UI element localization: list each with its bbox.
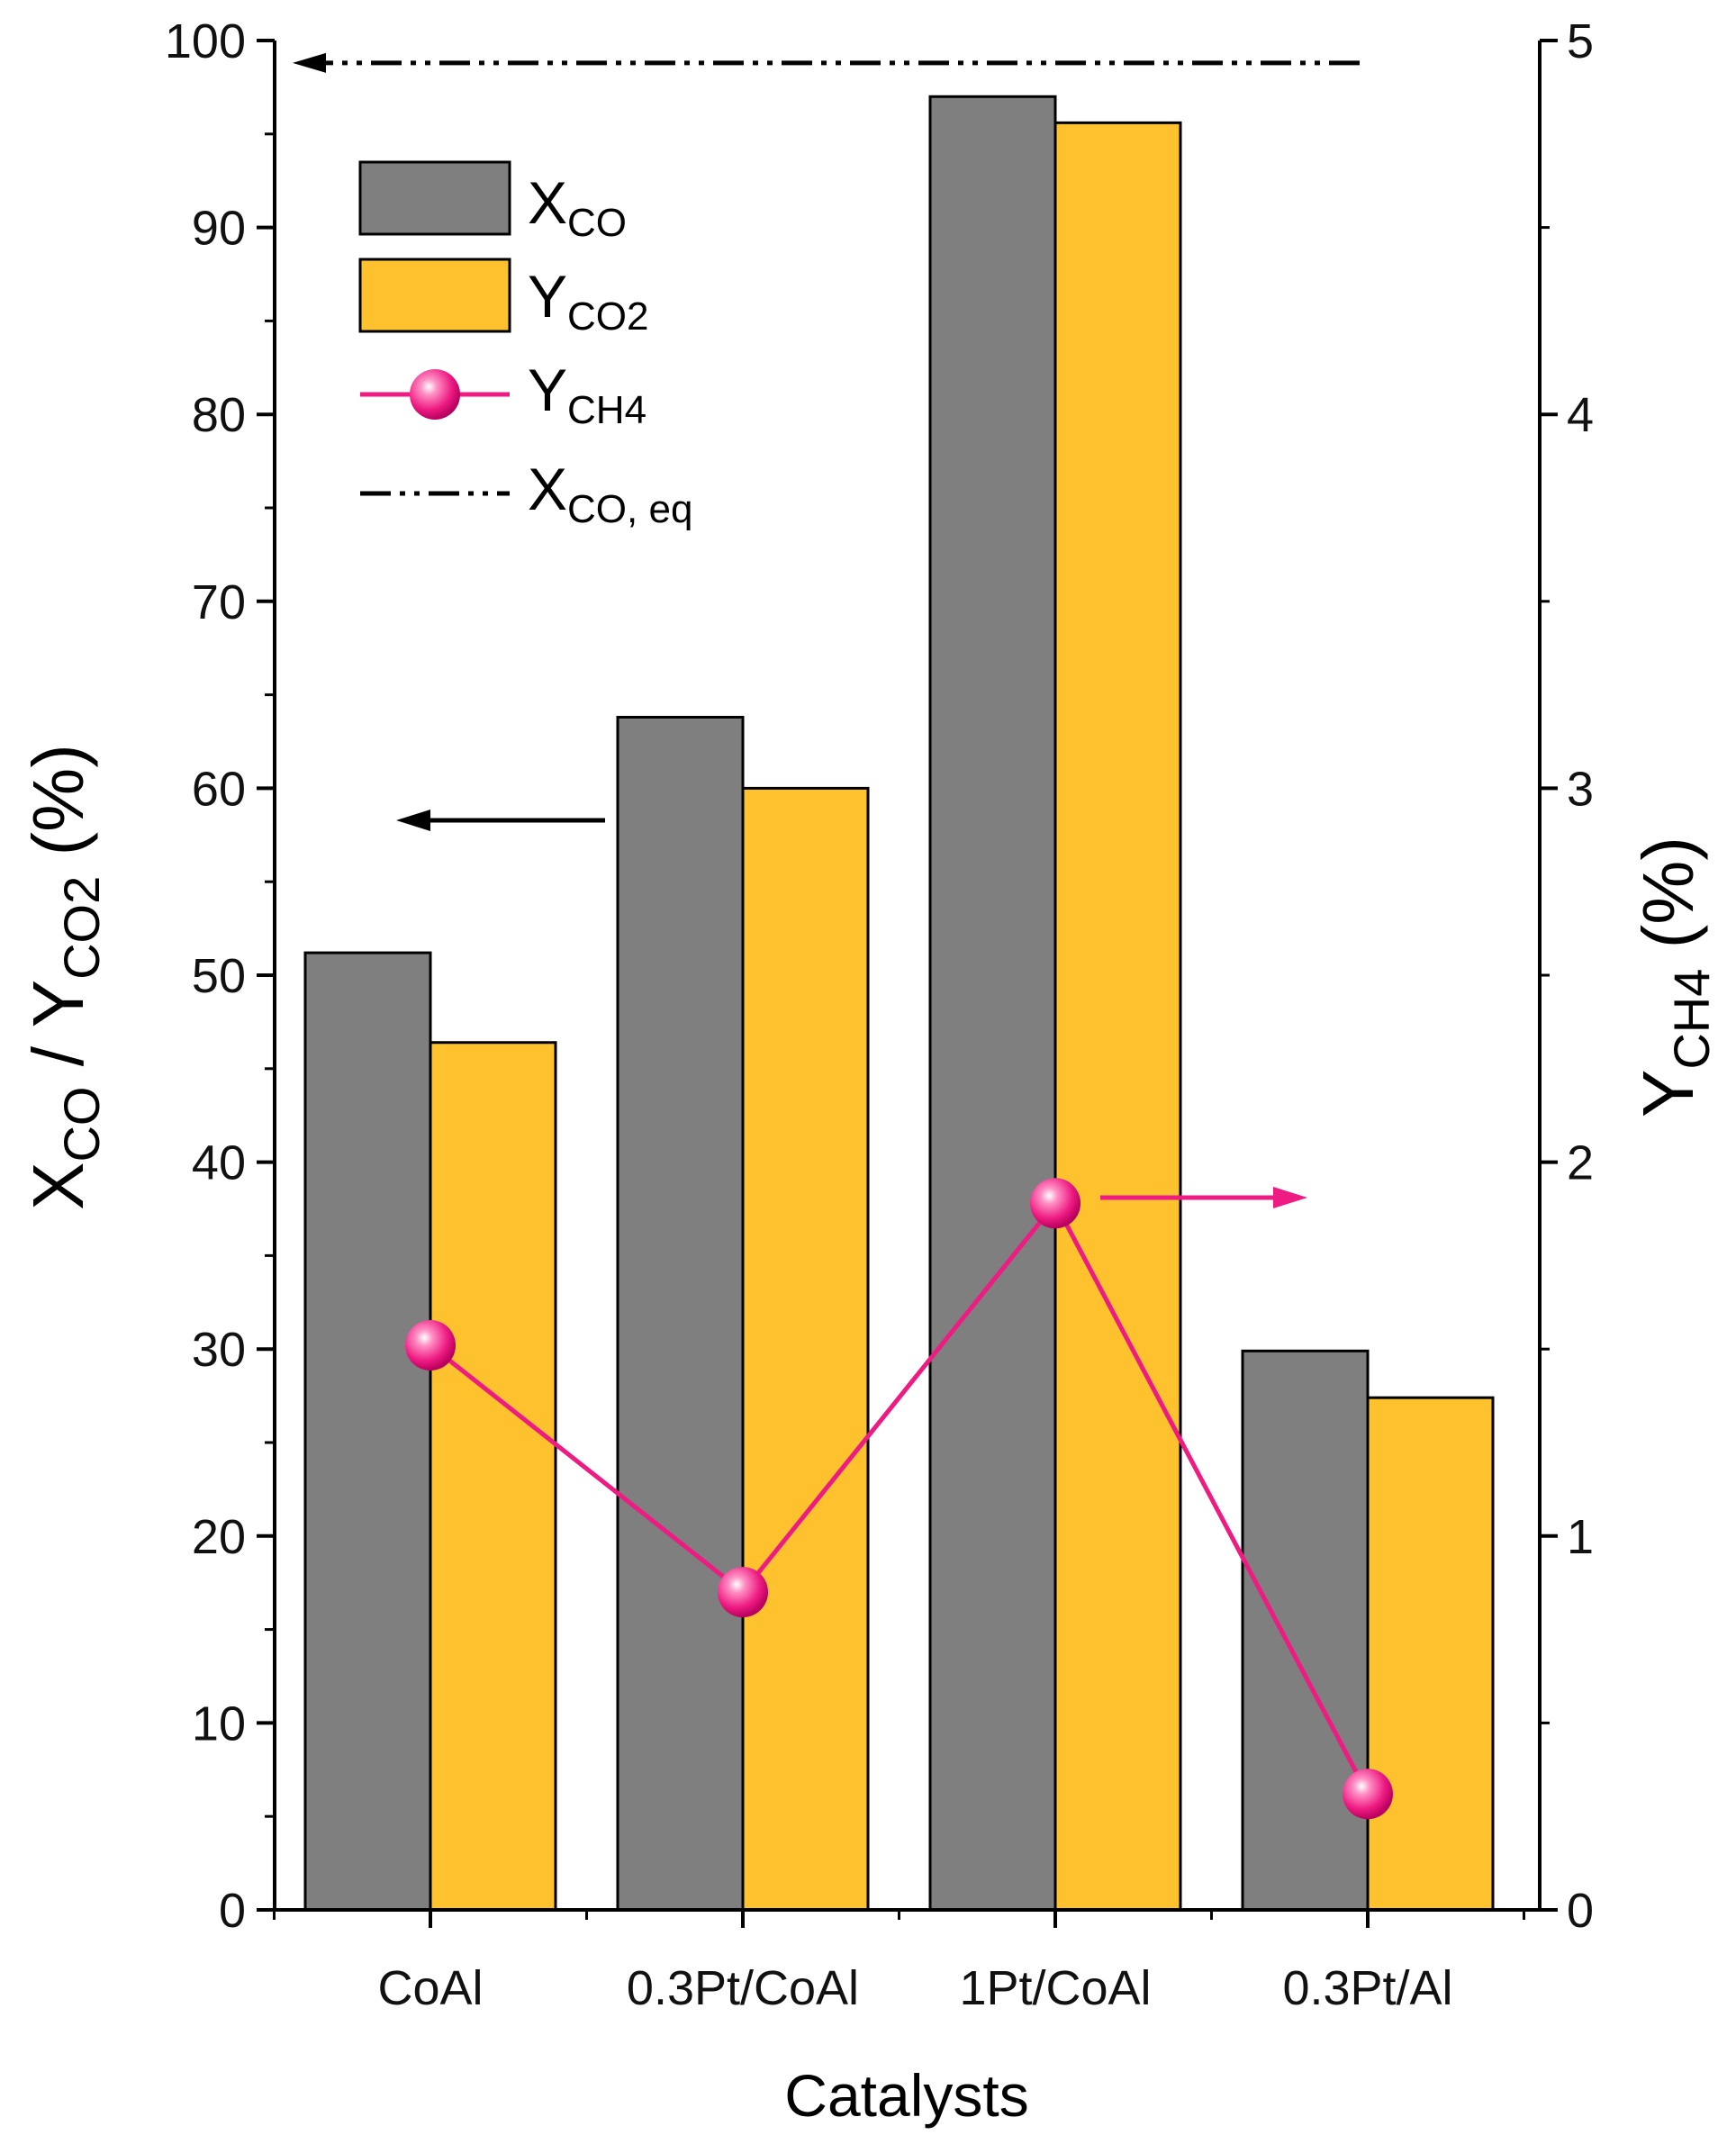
bar-x-co-0-3pt-al [1241,1349,1370,1912]
legend-swatch-ych4-marker [410,369,460,420]
y-tick-label-60: 60 [192,762,246,816]
bar-y-co2-coal [429,1041,557,1912]
legend: XCO YCO2 YCH4 XCO, eq [358,160,692,531]
xco-eq-arrowhead [293,52,326,73]
y-tick-label-20: 20 [192,1510,246,1564]
y-tick-label-90: 90 [192,202,246,256]
legend-label-yco2: YCO2 [528,263,649,339]
y-tick-label-0: 0 [219,1884,246,1938]
ticks-layer: 0 10 20 30 40 50 60 70 80 90 100 0 1 2 3 4 5 CoAl 0.3Pt/Co… [165,14,1594,2015]
y2-tick-label-4: 4 [1567,388,1594,442]
x-axis-title: Catalysts [784,2062,1028,2129]
x-tick-label-0-3pt-al: 0.3Pt/Al [1282,1961,1452,2015]
y2-tick-label-5: 5 [1567,14,1594,68]
y-tick-label-70: 70 [192,575,246,629]
y-tick-label-50: 50 [192,949,246,1003]
legend-item-xco-eq: XCO, eq [360,456,692,531]
ch4-line-layer [405,1178,1393,1820]
ych4-point-coal [405,1320,456,1371]
y-tick-label-30: 30 [192,1323,246,1377]
bar-y-co2-1pt-coal [1053,121,1182,1912]
legend-label-xco-eq: XCO, eq [528,456,692,531]
y2-tick-label-1: 1 [1567,1510,1594,1564]
bars-layer [303,95,1495,1912]
ych4-point-0-3pt-coal [718,1567,768,1618]
bar-x-co-1pt-coal [928,95,1057,1912]
y-tick-label-100: 100 [165,14,246,68]
y2-tick-label-0: 0 [1567,1884,1594,1938]
ych4-series-line [429,1199,1370,1796]
legend-swatch-xco [358,160,511,236]
ych4-point-1pt-coal [1030,1178,1080,1229]
bar-y-co2-0-3pt-al [1366,1396,1495,1912]
bar-y-co2-0-3pt-coal [741,786,870,1912]
y-tick-label-80: 80 [192,388,246,442]
y2-axis-title: YCH4 (%) [1628,837,1720,1117]
bar-x-co-coal [303,951,432,1912]
left-axis-arrow [396,810,605,831]
legend-item-ych4: YCH4 [360,357,646,432]
legend-label-xco: XCO [528,169,627,245]
right-axis-arrow [1100,1187,1307,1208]
legend-swatch-yco2 [358,258,511,333]
legend-item-yco2: YCO2 [358,258,649,339]
ych4-point-0-3pt-al [1343,1769,1393,1820]
x-tick-label-coal: CoAl [377,1961,483,2015]
y2-tick-label-2: 2 [1567,1136,1594,1190]
y2-tick-label-3: 3 [1567,762,1594,816]
legend-label-ych4: YCH4 [528,357,646,432]
y-tick-label-40: 40 [192,1136,246,1190]
legend-item-xco: XCO [358,160,627,245]
equilibrium-layer [293,52,1360,73]
bar-x-co-0-3pt-coal [616,716,745,1912]
x-tick-label-0-3pt-coal: 0.3Pt/CoAl [627,1961,859,2015]
y-axis-title: XCO / YCO2 (%) [18,744,110,1210]
x-tick-label-1pt-coal: 1Pt/CoAl [959,1961,1151,2015]
y-tick-label-10: 10 [192,1696,246,1751]
